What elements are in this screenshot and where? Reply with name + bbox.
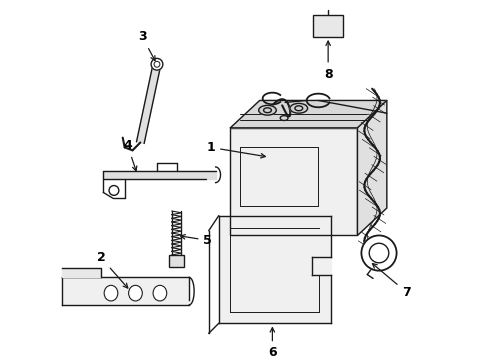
Circle shape [109,185,119,195]
Ellipse shape [290,103,308,113]
Polygon shape [103,171,216,179]
Ellipse shape [153,285,167,301]
Polygon shape [219,216,331,324]
Text: 8: 8 [324,41,332,81]
Ellipse shape [259,105,276,115]
Bar [314,15,343,37]
Polygon shape [62,278,189,305]
Text: 7: 7 [372,264,411,299]
Text: 2: 2 [97,251,128,288]
Polygon shape [230,100,387,128]
Ellipse shape [104,285,118,301]
Polygon shape [358,100,387,235]
Polygon shape [62,268,101,278]
Bar [169,255,184,267]
Text: 6: 6 [268,328,277,359]
Text: 1: 1 [206,141,265,158]
Circle shape [151,58,163,70]
Bar [230,128,358,235]
Polygon shape [137,63,161,143]
Text: 4: 4 [123,139,137,171]
Ellipse shape [128,285,142,301]
Circle shape [362,235,396,271]
Text: 5: 5 [181,234,212,247]
Text: 3: 3 [138,30,155,60]
